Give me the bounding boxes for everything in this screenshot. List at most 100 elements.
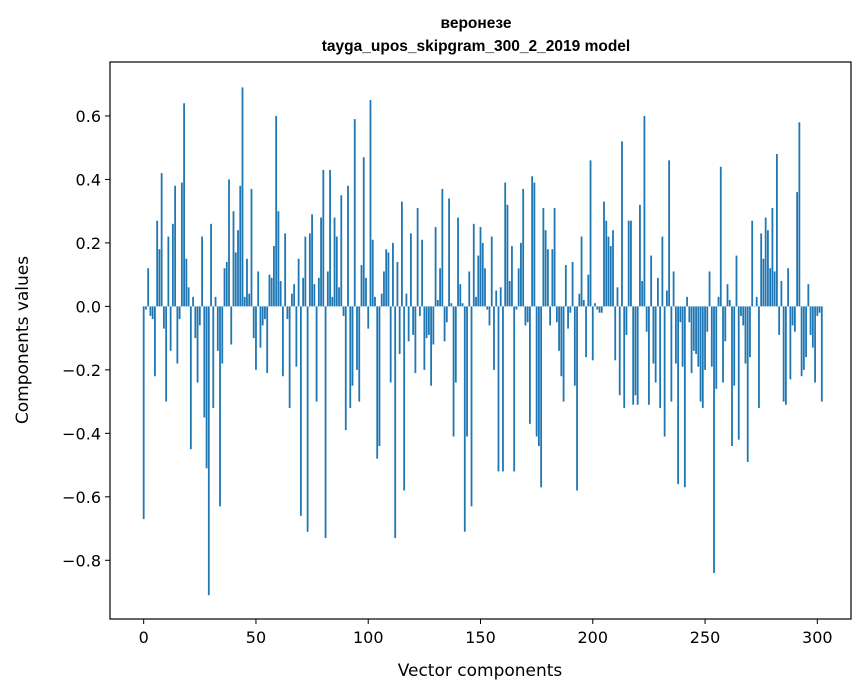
bar	[457, 217, 459, 307]
bar	[580, 236, 583, 307]
bar	[479, 227, 482, 307]
bar	[645, 306, 648, 332]
bar	[180, 182, 183, 307]
bar	[205, 306, 208, 469]
bar	[758, 306, 760, 408]
bar	[344, 306, 347, 431]
bar	[800, 306, 803, 377]
bar	[331, 296, 334, 307]
bar	[499, 287, 502, 307]
bar	[196, 306, 199, 383]
bar	[719, 166, 722, 307]
bar	[659, 306, 662, 408]
bar	[533, 182, 536, 307]
bar	[643, 115, 646, 307]
bar	[439, 268, 441, 307]
bar	[582, 300, 585, 307]
bar	[569, 306, 572, 313]
bar	[627, 220, 630, 307]
bar	[154, 306, 156, 377]
bar	[255, 306, 257, 370]
bar	[167, 236, 170, 307]
bar	[497, 306, 500, 472]
bar	[488, 306, 491, 326]
bar	[441, 188, 444, 307]
bars-group	[142, 87, 823, 596]
bar	[630, 220, 632, 307]
bar	[189, 306, 192, 450]
bar	[407, 306, 410, 342]
bar	[641, 280, 644, 307]
bar	[371, 239, 374, 307]
bar	[178, 306, 181, 320]
bar	[273, 246, 275, 307]
bar	[250, 188, 253, 307]
bar	[733, 306, 736, 386]
bar	[322, 169, 325, 307]
bar	[356, 306, 358, 370]
bar	[576, 306, 578, 491]
bar	[578, 293, 581, 307]
x-tick-label: 300	[802, 628, 833, 647]
bar	[243, 296, 246, 307]
bar	[688, 306, 691, 323]
bar	[367, 306, 370, 329]
bar	[544, 230, 547, 307]
bar	[223, 268, 226, 307]
bar	[508, 280, 511, 307]
bar	[558, 306, 560, 351]
bar	[342, 306, 345, 316]
bar	[470, 306, 473, 507]
bar	[769, 268, 772, 307]
bar	[207, 306, 210, 596]
bar	[425, 306, 428, 339]
bar	[374, 296, 376, 307]
bar	[169, 306, 172, 351]
bar	[362, 157, 365, 307]
bar	[746, 306, 749, 462]
bar	[219, 306, 221, 507]
bar	[421, 239, 424, 307]
bar	[398, 306, 401, 354]
bar	[717, 296, 720, 307]
bar	[603, 201, 605, 307]
bar	[726, 284, 729, 307]
bar	[353, 119, 356, 307]
bar	[567, 306, 569, 329]
bar	[668, 160, 671, 307]
bar	[820, 306, 823, 402]
bar	[461, 303, 464, 307]
y-axis-label: Components values	[13, 256, 33, 424]
bar	[715, 306, 718, 389]
bar	[423, 306, 426, 370]
bar	[174, 185, 177, 307]
y-tick-label: 0.4	[76, 170, 101, 189]
bar	[598, 306, 601, 313]
bar	[279, 280, 282, 307]
bar	[798, 122, 801, 307]
chart-title: веронезе	[441, 15, 512, 32]
bar	[490, 236, 493, 307]
bar	[573, 306, 576, 386]
bar	[724, 306, 727, 342]
bar	[760, 233, 763, 307]
bar	[142, 306, 145, 520]
bar	[537, 306, 540, 447]
bar	[145, 306, 147, 310]
bar	[392, 242, 394, 307]
bar	[591, 306, 594, 361]
x-axis-label: Vector components	[398, 661, 563, 681]
bar	[459, 284, 462, 307]
bar	[338, 287, 340, 307]
bar	[596, 306, 599, 310]
bar	[212, 306, 215, 408]
bar	[147, 268, 150, 307]
y-tick-label: −0.2	[62, 361, 101, 380]
bar	[654, 306, 657, 383]
bar	[383, 271, 385, 307]
y-tick-label: −0.4	[62, 424, 101, 443]
bar	[149, 306, 152, 316]
bar	[681, 306, 684, 367]
bar	[737, 306, 740, 440]
